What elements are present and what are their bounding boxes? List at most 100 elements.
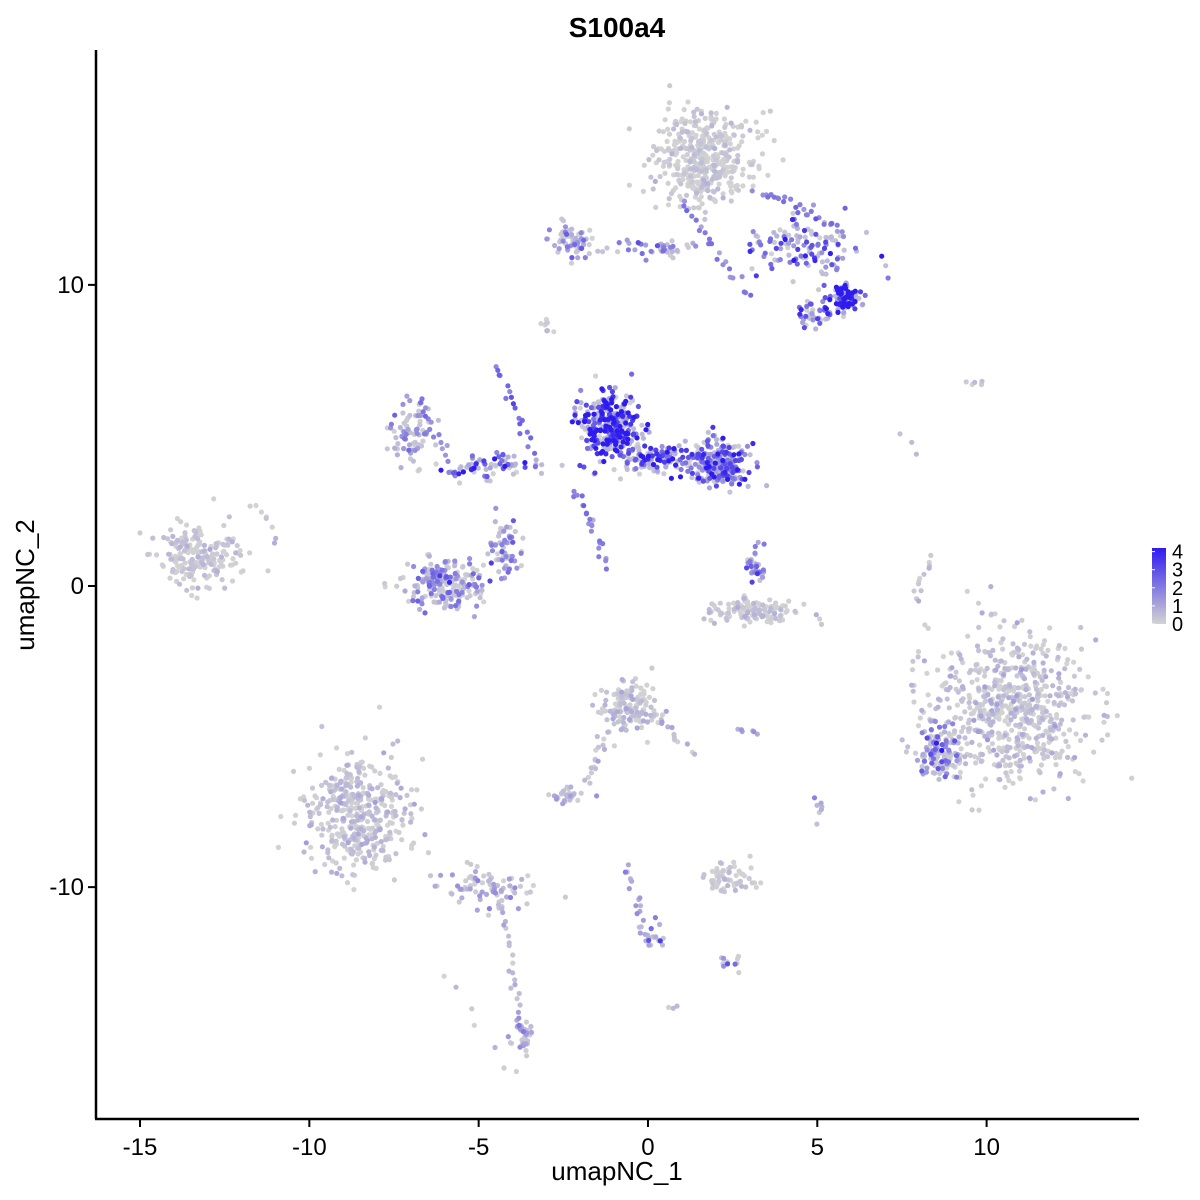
cell-point bbox=[619, 428, 625, 434]
cell-point bbox=[599, 386, 605, 392]
cell-point bbox=[744, 443, 751, 449]
cell-point bbox=[1056, 675, 1062, 681]
cell-point bbox=[1000, 757, 1006, 764]
cell-point bbox=[366, 792, 372, 798]
cell-point bbox=[376, 704, 383, 710]
cell-point bbox=[983, 776, 989, 782]
cell-point bbox=[1065, 657, 1071, 663]
cell-point bbox=[1017, 757, 1023, 764]
cell-point bbox=[912, 750, 919, 756]
cell-point bbox=[899, 737, 905, 743]
cell-point bbox=[621, 714, 627, 721]
cell-point bbox=[181, 576, 187, 582]
cell-point bbox=[327, 824, 333, 830]
cell-point bbox=[617, 452, 623, 458]
cell-point bbox=[594, 733, 600, 740]
cell-point bbox=[1065, 684, 1072, 691]
cell-point bbox=[349, 813, 355, 819]
cell-point bbox=[1043, 708, 1049, 715]
cell-point bbox=[420, 409, 426, 415]
cell-point bbox=[666, 445, 672, 451]
cell-point bbox=[634, 435, 640, 441]
cell-point bbox=[915, 581, 922, 587]
cell-point bbox=[345, 812, 351, 818]
cell-point bbox=[700, 478, 706, 484]
cell-point bbox=[612, 385, 618, 391]
cell-point bbox=[685, 468, 691, 474]
cell-point bbox=[623, 430, 629, 437]
cell-point bbox=[667, 83, 673, 89]
cell-point bbox=[406, 598, 412, 604]
cell-point bbox=[811, 795, 818, 801]
cell-point bbox=[339, 841, 346, 847]
cell-point bbox=[823, 264, 829, 270]
cell-point bbox=[646, 937, 652, 944]
cell-point bbox=[801, 325, 808, 331]
cell-point bbox=[507, 1040, 514, 1046]
cell-point bbox=[936, 776, 942, 782]
cell-point bbox=[1006, 755, 1012, 761]
cell-point bbox=[491, 881, 497, 888]
cell-point bbox=[1006, 695, 1012, 701]
cell-point bbox=[714, 256, 720, 262]
cell-point bbox=[1002, 665, 1008, 672]
cell-point bbox=[650, 186, 656, 192]
cell-point bbox=[1019, 704, 1025, 710]
cell-point bbox=[515, 1009, 522, 1015]
cell-point bbox=[711, 620, 718, 627]
cell-point bbox=[740, 604, 746, 611]
cell-point bbox=[1041, 638, 1048, 644]
cell-point bbox=[773, 600, 779, 606]
cell-point bbox=[648, 445, 654, 451]
cell-point bbox=[1086, 714, 1092, 720]
cell-point bbox=[1007, 762, 1013, 769]
cell-point bbox=[456, 591, 462, 598]
cell-point bbox=[797, 311, 803, 317]
cell-point bbox=[973, 760, 979, 766]
cell-point bbox=[603, 697, 609, 703]
cell-point bbox=[671, 446, 677, 452]
cell-point bbox=[946, 719, 952, 725]
cell-point bbox=[441, 973, 447, 979]
cell-point bbox=[290, 768, 297, 775]
cell-point bbox=[677, 135, 684, 141]
cell-point bbox=[572, 412, 578, 418]
cell-point bbox=[634, 911, 640, 917]
cell-point bbox=[486, 871, 492, 877]
cell-point bbox=[533, 457, 539, 463]
cell-point bbox=[974, 643, 981, 649]
cell-point bbox=[381, 750, 387, 756]
cell-point bbox=[507, 535, 513, 541]
cell-point bbox=[516, 1015, 522, 1021]
cell-point bbox=[650, 152, 656, 158]
cell-point bbox=[1015, 685, 1021, 691]
cell-point bbox=[338, 795, 344, 801]
cell-point bbox=[827, 250, 834, 257]
cell-point bbox=[988, 584, 994, 590]
cell-point bbox=[917, 715, 923, 721]
cell-point bbox=[833, 284, 840, 290]
cell-point bbox=[725, 476, 731, 482]
cell-point bbox=[1023, 687, 1029, 693]
cell-point bbox=[660, 163, 667, 169]
cell-point bbox=[513, 1068, 520, 1075]
cell-point bbox=[218, 562, 224, 568]
cell-point bbox=[211, 496, 217, 502]
cell-point bbox=[597, 538, 603, 544]
cell-point bbox=[979, 751, 986, 758]
cell-point bbox=[444, 442, 450, 449]
cell-point bbox=[492, 890, 498, 896]
cell-point bbox=[683, 460, 689, 466]
cell-point bbox=[199, 555, 206, 561]
cell-point bbox=[394, 452, 400, 458]
cell-point bbox=[581, 418, 588, 424]
cell-point bbox=[829, 220, 835, 227]
cell-point bbox=[730, 164, 736, 170]
cell-point bbox=[501, 1065, 507, 1071]
cell-point bbox=[410, 598, 416, 604]
cell-point bbox=[588, 770, 595, 776]
cell-point bbox=[670, 456, 676, 462]
cell-point bbox=[722, 469, 728, 475]
cell-point bbox=[726, 180, 732, 186]
